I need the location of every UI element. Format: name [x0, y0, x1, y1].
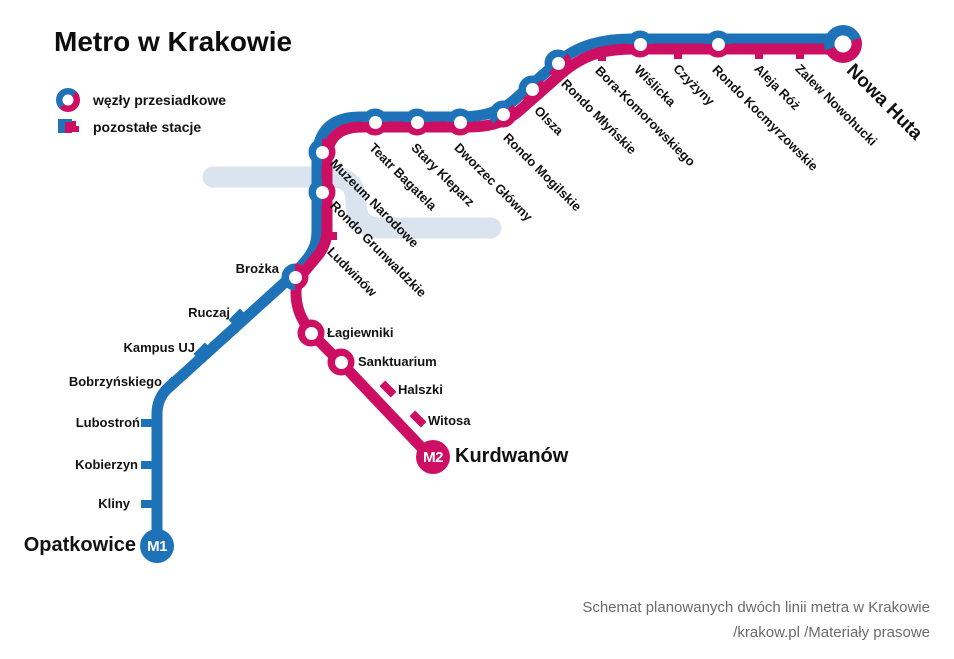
- station-label-halszki: Halszki: [398, 382, 443, 397]
- station-marker-kobierzyn: [141, 461, 154, 469]
- station-marker-aleja-roz: [755, 47, 763, 59]
- station-marker-lubostron: [141, 419, 154, 427]
- page-title: Metro w Krakowie: [54, 26, 293, 57]
- station-label-agiewniki: Łagiewniki: [327, 325, 394, 340]
- vistula-river: [202, 166, 502, 239]
- station-marker-bora-komorowskiego: [598, 49, 606, 61]
- station-marker-zalew-nowohucki: [796, 47, 804, 59]
- station-marker-muzeum-narodowe: [308, 138, 336, 166]
- interchange-node-icon: [56, 88, 80, 112]
- station-label-kampus-uj: Kampus UJ: [123, 340, 195, 355]
- station-label-kobierzyn: Kobierzyn: [75, 457, 138, 472]
- station-marker-rondo-mogilskie: [489, 100, 517, 128]
- station-label-witosa: Witosa: [428, 413, 471, 428]
- station-marker-opatkowice: M1: [140, 529, 174, 563]
- legend-interchange: węzły przesiadkowe: [56, 88, 226, 112]
- station-marker-rondo-m-ynskie: [544, 49, 572, 77]
- source-caption: Schemat planowanych dwóch linii metra w …: [582, 595, 930, 645]
- station-marker-rondo-kocmyrzowskie: [704, 30, 732, 58]
- station-marker-czyzyny: [674, 47, 682, 59]
- station-label-opatkowice: Opatkowice: [23, 534, 136, 556]
- station-marker-brozka: [281, 263, 309, 291]
- station-marker-stary-kleparz: [403, 108, 431, 136]
- station-marker-wislicka: [626, 30, 654, 58]
- station-marker-nowa-huta: [824, 25, 862, 63]
- regular-station-icon: [56, 115, 80, 139]
- station-label-brozka: Brożka: [235, 261, 279, 276]
- station-label-ruczaj: Ruczaj: [188, 305, 230, 320]
- station-marker-ludwinow: [325, 232, 337, 240]
- station-marker-olsza: [518, 75, 546, 103]
- legend-regular: pozostałe stacje: [56, 115, 201, 139]
- station-label-kurdwanow: Kurdwanów: [455, 445, 569, 467]
- station-label-sanktuarium: Sanktuarium: [358, 354, 437, 369]
- legend-regular-label: pozostałe stacje: [93, 119, 202, 135]
- caption-line-1: Schemat planowanych dwóch linii metra w …: [582, 599, 930, 616]
- station-marker-teatr-bagatela: [361, 108, 389, 136]
- station-label-bobrzynskiego: Bobrzyńskiego: [68, 374, 162, 389]
- legend-interchange-label: węzły przesiadkowe: [93, 92, 227, 108]
- station-marker-kliny: [141, 500, 154, 508]
- station-marker-sanktuarium: [327, 348, 355, 376]
- station-marker-rondo-grunwaldzkie: [308, 178, 336, 206]
- station-marker-dworzec-g-owny: [446, 108, 474, 136]
- station-label-kliny: Kliny: [98, 496, 130, 511]
- caption-line-2: /krakow.pl /Materiały prasowe: [733, 624, 930, 641]
- station-marker-kurdwanow: M2: [416, 440, 450, 474]
- station-marker-agiewniki: [297, 319, 325, 347]
- station-label-lubostron: Lubostroń: [75, 415, 140, 430]
